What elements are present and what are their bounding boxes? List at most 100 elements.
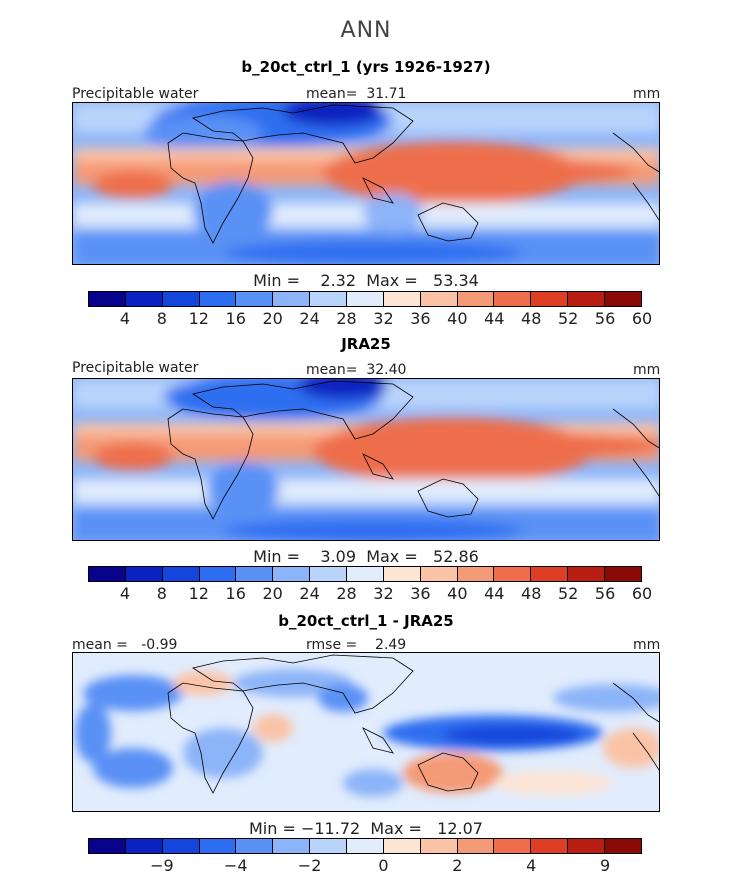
colorbar-tick-label: 28 <box>336 584 357 603</box>
colorbar-swatch <box>273 292 311 306</box>
panel-1-mean-label: mean= 31.71 <box>306 86 407 102</box>
colorbar-2 <box>88 566 642 582</box>
panel-3-units-label: mm <box>633 637 661 653</box>
panel-1-left-label: Precipitable water <box>72 86 199 102</box>
colorbar-tick-label: −4 <box>223 856 248 875</box>
colorbar-swatch <box>310 292 348 306</box>
colorbar-swatch <box>125 567 163 581</box>
colorbar-1-ticks: 4 8 12 16 20 24 28 32 36 40 44 48 52 56 60 <box>0 309 732 329</box>
colorbar-swatch <box>568 567 606 581</box>
colorbar-tick-label: 52 <box>557 584 579 603</box>
colorbar-swatch <box>420 292 458 306</box>
colorbar-tick-label: 8 <box>156 309 167 328</box>
colorbar-3 <box>88 838 642 854</box>
colorbar-tick-label: 56 <box>594 584 616 603</box>
colorbar-swatch <box>457 839 495 853</box>
colorbar-swatch <box>494 292 532 306</box>
season-title: ANN <box>340 18 392 43</box>
colorbar-swatch <box>568 292 606 306</box>
colorbar-tick-label: 12 <box>188 309 209 328</box>
colorbar-3-ticks: −9 −4 −2 0 2 4 9 <box>0 856 732 876</box>
colorbar-swatch <box>347 839 384 853</box>
colorbar-swatch <box>236 567 274 581</box>
colorbar-tick-label: 2 <box>452 856 463 875</box>
colorbar-swatch <box>310 567 348 581</box>
panel-1-units-label: mm <box>633 86 661 102</box>
colorbar-swatch <box>383 839 421 853</box>
colorbar-swatch <box>199 292 237 306</box>
colorbar-tick-label: 4 <box>119 584 131 603</box>
colorbar-tick-label: 4 <box>526 856 537 875</box>
colorbar-swatch <box>494 567 532 581</box>
panel-1-stats: Min = 2.32 Max = 53.34 <box>253 271 479 290</box>
colorbar-tick-label: −9 <box>150 856 174 875</box>
panel-3-rmse-label: rmse = 2.49 <box>306 637 407 653</box>
colorbar-swatch <box>162 567 200 581</box>
colorbar-tick-label: 48 <box>521 309 542 328</box>
colorbar-tick-label: 48 <box>521 584 542 603</box>
colorbar-swatch <box>162 292 200 306</box>
colorbar-tick-label: 44 <box>484 584 505 603</box>
colorbar-tick-label: 28 <box>336 309 357 328</box>
colorbar-tick-label: 32 <box>373 584 394 603</box>
colorbar-swatch <box>199 567 237 581</box>
colorbar-swatch <box>273 839 311 853</box>
panel-2-left-label: Precipitable water <box>72 360 199 376</box>
colorbar-tick-label: 44 <box>484 309 505 328</box>
colorbar-tick-label: 40 <box>447 309 468 328</box>
colorbar-swatch <box>89 567 126 581</box>
colorbar-tick-label: 60 <box>631 584 653 603</box>
colorbar-swatch <box>89 839 126 853</box>
colorbar-swatch <box>310 839 348 853</box>
colorbar-swatch <box>125 292 163 306</box>
colorbar-swatch <box>347 567 384 581</box>
panel-2-units-label: mm <box>633 362 661 378</box>
colorbar-tick-label: 36 <box>410 309 431 328</box>
panel-3-stats: Min = −11.72 Max = 12.07 <box>249 819 483 838</box>
colorbar-tick-label: 24 <box>299 584 320 603</box>
colorbar-tick-label: 40 <box>447 584 468 603</box>
colorbar-swatch <box>199 839 237 853</box>
colorbar-swatch <box>383 292 421 306</box>
colorbar-swatch <box>531 839 569 853</box>
colorbar-tick-label: 20 <box>262 309 283 328</box>
colorbar-tick-label: 36 <box>410 584 431 603</box>
colorbar-tick-label: 12 <box>188 584 209 603</box>
colorbar-tick-label: 52 <box>557 309 579 328</box>
colorbar-swatch <box>494 839 532 853</box>
colorbar-swatch <box>162 839 200 853</box>
colorbar-swatch <box>273 567 311 581</box>
colorbar-2-ticks: 4 8 12 16 20 24 28 32 36 40 44 48 52 56 60 <box>0 584 732 604</box>
colorbar-swatch <box>89 292 126 306</box>
panel-2-stats: Min = 3.09 Max = 52.86 <box>253 547 479 566</box>
colorbar-tick-label: 32 <box>373 309 394 328</box>
colorbar-tick-label: 8 <box>156 584 167 603</box>
colorbar-swatch <box>125 839 163 853</box>
colorbar-tick-label: 20 <box>262 584 283 603</box>
colorbar-swatch <box>347 292 384 306</box>
colorbar-tick-label: 4 <box>119 309 131 328</box>
colorbar-swatch <box>383 567 421 581</box>
panel-3-mean-label: mean = -0.99 <box>72 637 178 653</box>
colorbar-tick-label: 56 <box>594 309 616 328</box>
colorbar-tick-label: −2 <box>297 856 322 875</box>
colorbar-tick-label: 9 <box>599 856 611 875</box>
panel-2-mean-label: mean= 32.40 <box>306 362 407 378</box>
colorbar-tick-label: 16 <box>225 584 246 603</box>
panel-1-map <box>72 102 660 265</box>
colorbar-swatch <box>457 292 495 306</box>
colorbar-swatch <box>236 839 274 853</box>
colorbar-tick-label: 16 <box>225 309 246 328</box>
panel-3-title: b_20ct_ctrl_1 - JRA25 <box>278 612 454 630</box>
colorbar-swatch <box>531 567 569 581</box>
colorbar-tick-label: 60 <box>631 309 653 328</box>
colorbar-swatch <box>605 567 641 581</box>
panel-2-title: JRA25 <box>341 335 391 353</box>
colorbar-tick-label: 0 <box>378 856 389 875</box>
colorbar-swatch <box>457 567 495 581</box>
colorbar-swatch <box>420 567 458 581</box>
panel-2-map <box>72 378 660 541</box>
panel-3-map <box>72 652 660 812</box>
panel-1-title: b_20ct_ctrl_1 (yrs 1926-1927) <box>241 58 491 76</box>
colorbar-swatch <box>605 292 641 306</box>
